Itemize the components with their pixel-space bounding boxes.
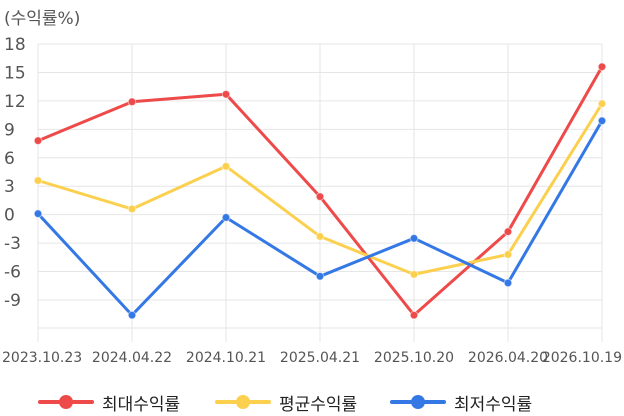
data-point[interactable] [503, 227, 513, 237]
legend-item-min[interactable]: 최저수익률 [390, 388, 532, 416]
data-point[interactable] [503, 250, 513, 259]
data-point[interactable] [409, 234, 419, 243]
legend-item-max[interactable]: 최대수익률 [38, 388, 180, 416]
y-tick-label: 9 [4, 120, 15, 140]
y-tick-label: 15 [4, 63, 26, 83]
x-tick-label: 2026.10.19 [542, 350, 622, 366]
legend-swatch-min [390, 392, 446, 412]
data-point[interactable] [221, 161, 231, 171]
x-tick-labels: 2023.10.23 2024.04.22 2024.10.21 2025.04.21… [2, 350, 622, 366]
series-min [33, 116, 607, 320]
y-tick-label: 12 [4, 92, 26, 112]
y-tick-labels: 18 15 12 9 6 3 0 -3 -6 -9 [4, 35, 26, 311]
y-tick-label: -9 [4, 291, 21, 311]
y-tick-label: -3 [4, 234, 21, 254]
x-tick-label: 2025.10.20 [374, 350, 454, 366]
data-point[interactable] [127, 97, 137, 107]
series-layer [33, 62, 607, 320]
grid-layer [37, 43, 603, 342]
data-point[interactable] [409, 310, 419, 320]
x-tick-label: 2024.04.22 [92, 350, 172, 366]
y-tick-label: 6 [4, 149, 15, 169]
data-point[interactable] [127, 310, 137, 320]
data-point[interactable] [33, 136, 43, 145]
legend: 최대수익률 평균수익률 최저수익률 [0, 388, 624, 416]
x-tick-label: 2025.04.21 [280, 350, 360, 366]
data-point[interactable] [221, 213, 231, 222]
data-point[interactable] [315, 271, 325, 281]
legend-label-max: 최대수익률 [102, 394, 181, 415]
data-point[interactable] [33, 209, 43, 218]
legend-label-avg: 평균수익률 [279, 394, 358, 415]
y-tick-label: -6 [4, 263, 21, 283]
y-tick-label: 0 [4, 206, 15, 226]
data-point[interactable] [503, 278, 513, 288]
legend-item-avg[interactable]: 평균수익률 [215, 388, 357, 416]
data-point[interactable] [409, 270, 419, 279]
x-tick-label: 2026.04.20 [468, 350, 548, 366]
series-avg [33, 99, 607, 279]
legend-label-min: 최저수익률 [454, 394, 533, 415]
legend-swatch-avg [215, 392, 271, 412]
series-max [33, 62, 607, 320]
x-tick-label: 2023.10.23 [2, 350, 82, 366]
data-point[interactable] [127, 204, 137, 214]
x-tick-label: 2024.10.21 [186, 350, 266, 366]
data-point[interactable] [597, 116, 607, 126]
y-tick-label: 18 [4, 35, 26, 55]
data-point[interactable] [33, 176, 43, 185]
data-point[interactable] [315, 192, 325, 201]
legend-swatch-max [38, 392, 94, 412]
data-point[interactable] [221, 89, 231, 99]
data-point[interactable] [597, 99, 607, 109]
y-tick-label: 3 [4, 177, 15, 197]
data-point[interactable] [315, 232, 325, 241]
data-point[interactable] [597, 62, 607, 72]
y-axis-title: (수익률%) [4, 9, 81, 29]
